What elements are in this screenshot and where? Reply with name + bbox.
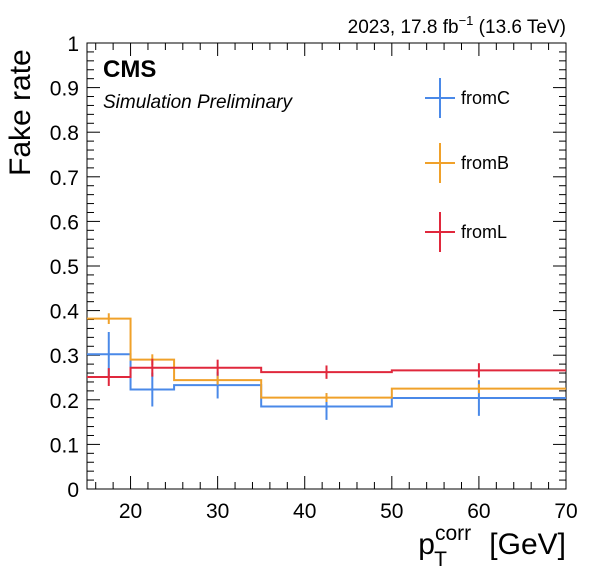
y-tick-label: 0 <box>67 479 79 502</box>
y-tick-label: 0.8 <box>50 122 79 145</box>
x-axis-title: pcorr T [GeV] <box>418 522 566 571</box>
cms-label: CMS <box>103 56 156 83</box>
legend: fromC fromB fromL <box>425 78 510 252</box>
x-tick-labels: 20 30 40 50 60 70 <box>119 500 578 523</box>
y-tick-label: 0.5 <box>50 256 79 279</box>
series-layer <box>87 313 566 420</box>
y-tick-label: 0.3 <box>50 345 79 368</box>
x-tick-label: 30 <box>206 500 229 523</box>
legend-entry-fromC: fromC <box>425 78 510 118</box>
y-tick-label: 1 <box>67 33 79 56</box>
x-tick-label: 40 <box>293 500 316 523</box>
y-tick-label: 0.4 <box>50 301 80 324</box>
x-tick-label: 20 <box>119 500 142 523</box>
legend-entry-fromL: fromL <box>425 212 507 252</box>
legend-label-fromC: fromC <box>461 88 510 108</box>
legend-label-fromL: fromL <box>461 222 507 242</box>
legend-entry-fromB: fromB <box>425 143 509 183</box>
x-tick-label: 60 <box>467 500 490 523</box>
y-tick-label: 0.9 <box>50 78 79 101</box>
y-tick-label: 0.2 <box>50 390 79 413</box>
y-tick-label: 0.7 <box>50 167 79 190</box>
lumi-label: 2023, 17.8 fb−1 (13.6 TeV) <box>348 13 566 38</box>
simulation-preliminary-label: Simulation Preliminary <box>103 92 294 113</box>
histogram-line-fromB <box>87 317 566 399</box>
y-tick-label: 0.1 <box>50 434 79 457</box>
x-tick-label: 70 <box>554 500 577 523</box>
x-tick-label: 50 <box>380 500 403 523</box>
y-axis-title: Fake rate <box>4 49 37 176</box>
y-tick-labels: 0 0.1 0.2 0.3 0.4 0.5 0.6 0.7 0.8 0.9 1 <box>50 33 80 502</box>
series-fromL <box>87 358 566 386</box>
legend-label-fromB: fromB <box>461 153 509 173</box>
y-tick-label: 0.6 <box>50 211 79 234</box>
axis-ticks <box>87 42 567 490</box>
histogram-line-fromL <box>87 366 566 379</box>
